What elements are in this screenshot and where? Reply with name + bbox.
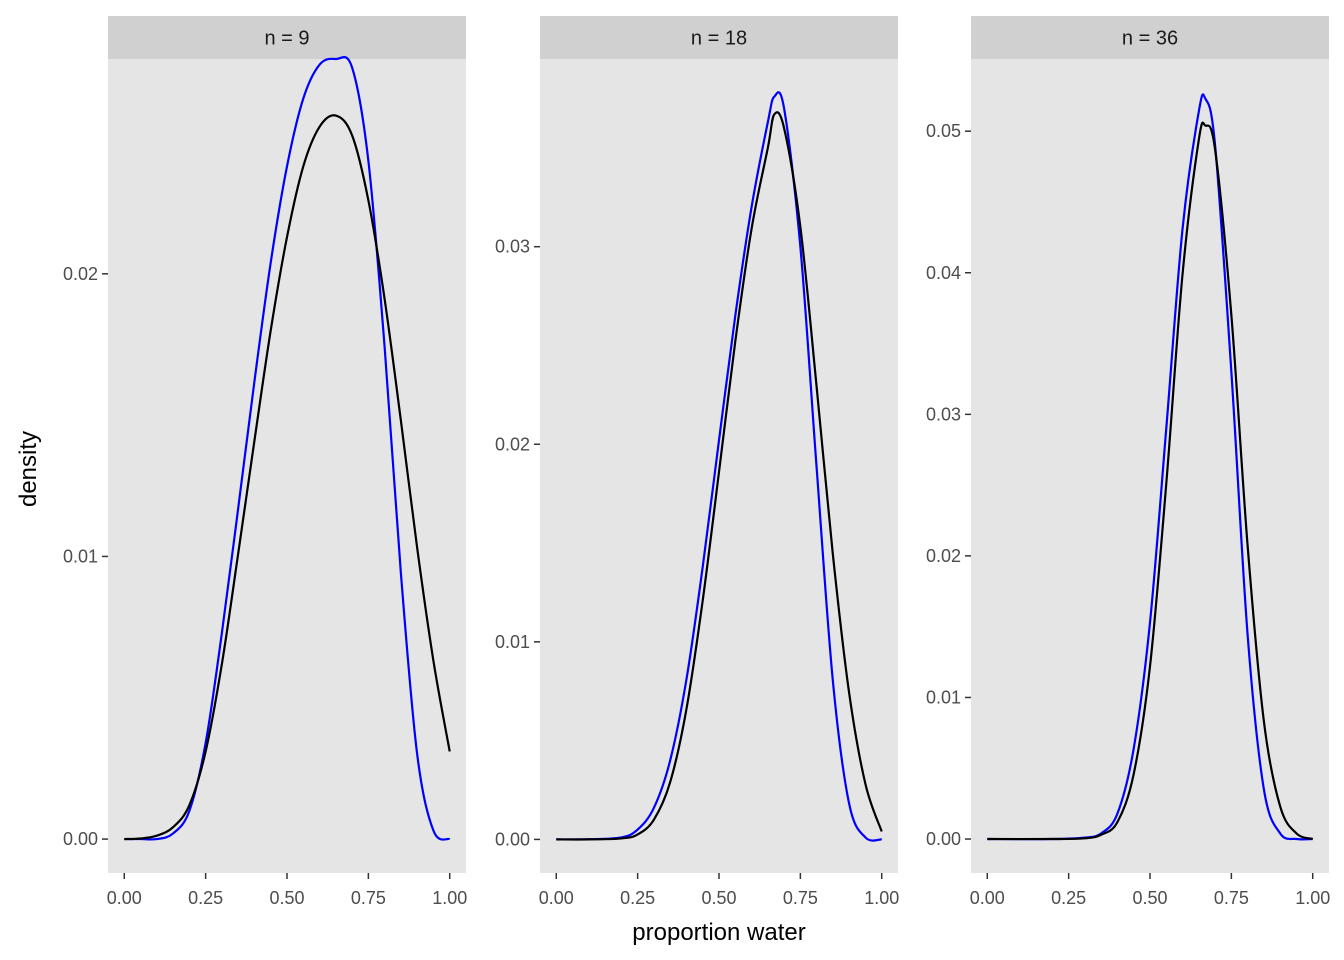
x-tick-label: 0.25 [188,888,223,908]
blue-density-curve [987,93,1313,841]
x-tick-label: 0.75 [1214,888,1249,908]
y-tick-label: 0.01 [63,546,98,566]
y-tick-label: 0.01 [495,632,530,652]
x-tick-label: 0.50 [701,888,736,908]
y-tick-label: 0.04 [926,263,961,283]
x-tick-label: 0.50 [269,888,304,908]
black-density-curve [556,111,883,841]
x-tick-label: 1.00 [432,888,467,908]
x-tick-label: 0.50 [1132,888,1167,908]
x-axis-title: proportion water [632,919,805,946]
blue-density-curve [556,91,882,842]
facet-strip-label: n = 36 [1122,28,1178,50]
x-tick-label: 0.75 [351,888,386,908]
y-tick-label: 0.03 [926,404,961,424]
panel-background [971,59,1329,873]
facet-strip-label: n = 9 [264,28,309,50]
y-tick-label: 0.02 [63,264,98,284]
y-tick-label: 0.03 [495,237,530,257]
facet-panel-3: n = 36 0.00 0.01 0.02 0.03 0.04 0.05 0.00 0.25 0.… [926,16,1330,908]
y-tick-label: 0.02 [926,546,961,566]
y-axis-title: density [15,431,42,507]
black-density-curve [124,114,451,841]
x-tick-label: 0.75 [783,888,818,908]
x-tick-label: 0.00 [107,888,142,908]
facet-panel-2: n = 18 0.00 0.01 0.02 0.03 0.00 0.25 0.50 0.75 1.… [495,16,899,908]
facet-strip [971,16,1329,59]
x-tick-label: 1.00 [864,888,899,908]
x-tick-label: 0.25 [1051,888,1086,908]
facet-strip-label: n = 18 [691,28,747,50]
facet-panels: n = 90.000.010.020.00 0.25 0.50 0.75 1.00n =… [63,16,1330,908]
x-tick-label: 1.00 [1295,888,1330,908]
blue-density-curve [124,55,451,841]
facet-panel-1: n = 9 0.00 0.01 0.02 0.00 0.25 0.50 0.75 1.00 [63,16,467,908]
facet-strip [540,16,898,59]
x-tick-label: 0.25 [620,888,655,908]
black-density-curve [987,121,1314,841]
y-tick-label: 0.05 [926,121,961,141]
x-tick-label: 0.00 [970,888,1005,908]
facet-strip [108,16,466,59]
y-tick-label: 0.00 [495,829,530,849]
x-tick-label: 0.00 [539,888,574,908]
y-tick-label: 0.01 [926,687,961,707]
y-tick-label: 0.00 [63,829,98,849]
y-tick-label: 0.02 [495,434,530,454]
y-tick-label: 0.00 [926,829,961,849]
panel-background [108,59,466,873]
